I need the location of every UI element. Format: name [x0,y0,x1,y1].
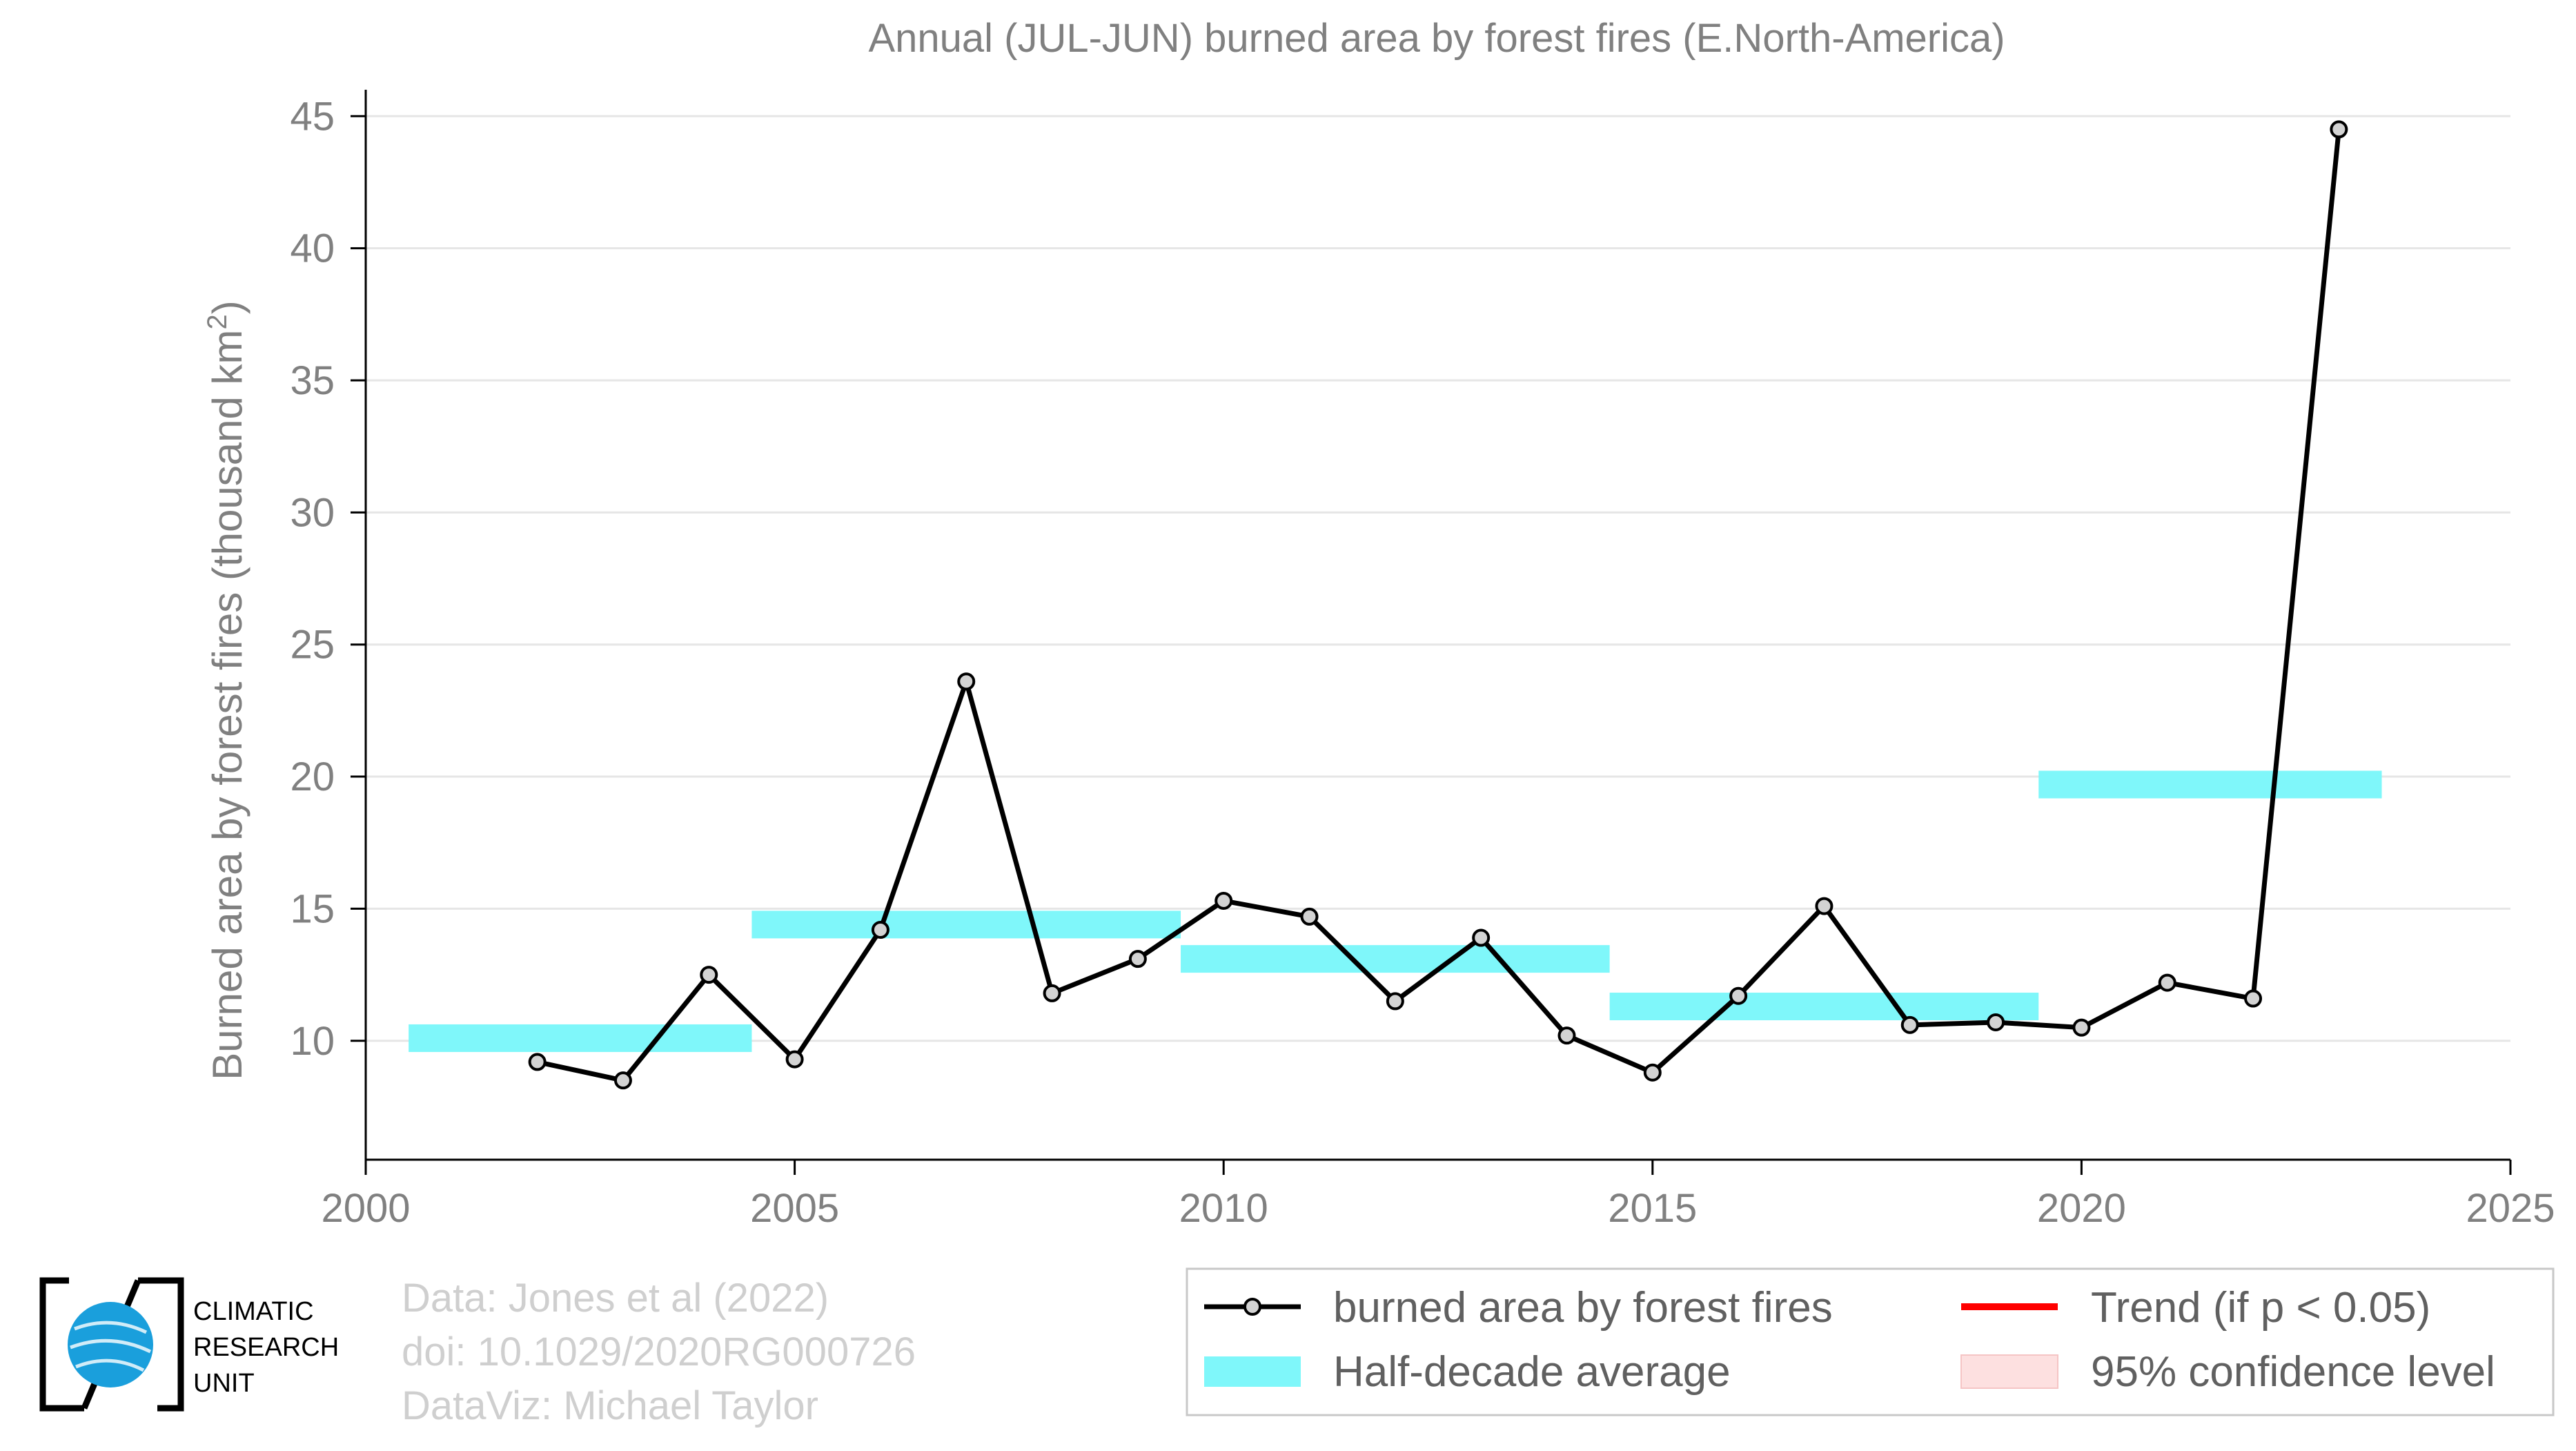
legend: burned area by forest fires Half-decade … [1186,1267,2555,1416]
data-point [1043,984,1061,1002]
data-point [1815,897,1833,915]
gridlines [366,115,2510,1042]
data-point [1900,1015,1919,1034]
cru-logo: CLIMATIC RESEARCH UNIT [39,1277,339,1412]
globe-swirl-icon [70,1321,152,1372]
data-point [2330,120,2348,139]
y-tick-label: 25 [290,623,335,668]
y-tick-label: 30 [290,490,335,535]
data-point [1128,950,1147,968]
x-tick-label: 2005 [750,1186,839,1231]
y-tick-label: 45 [290,94,335,139]
x-tick-label: 2015 [1608,1186,1697,1231]
legend-swatch-half-decade [1204,1356,1301,1387]
x-tick-label: 2020 [2037,1186,2126,1231]
data-point [1729,986,1748,1005]
y-axis-label: Burned area by forest fires (thousand km… [202,300,250,1080]
y-tick-label: 15 [290,886,335,931]
x-tick-label: 2000 [321,1186,410,1231]
legend-label-half-decade: Half-decade average [1333,1348,1731,1396]
data-point [1300,907,1319,926]
cru-line-1: CLIMATIC [193,1297,314,1326]
data-point [2244,989,2263,1008]
credit-doi: doi: 10.1029/2020RG000726 [402,1330,916,1374]
data-point [1557,1026,1576,1045]
half-decade-band [2038,770,2382,799]
data-point [871,921,889,939]
data-point [2072,1018,2091,1037]
data-point [613,1071,632,1090]
half-decade-band [751,910,1181,939]
credit-data: Data: Jones et al (2022) [402,1276,829,1321]
y-axis-label-superscript: 2 [202,314,233,329]
cru-line-3: UNIT [193,1369,255,1398]
data-point [785,1050,804,1069]
legend-marker-burned-area [1243,1298,1261,1316]
legend-swatch-confidence [1960,1354,2058,1389]
x-tick-label: 2025 [2466,1186,2555,1231]
half-decade-average-bands [409,770,2382,1052]
cru-line-2: RESEARCH [193,1333,339,1362]
x-tick-label: 2010 [1179,1186,1268,1231]
data-point [1987,1013,2005,1031]
y-tick-label: 10 [290,1019,335,1064]
data-point [528,1053,547,1071]
y-axis-label-close: ) [204,300,250,314]
y-tick-label: 40 [290,226,335,271]
y-axis-label-main: Burned area by forest fires (thousand km [204,330,250,1080]
y-tick-label: 20 [290,754,335,799]
data-point [957,672,976,691]
data-point [700,966,718,984]
legend-label-burned-area: burned area by forest fires [1333,1284,1833,1332]
chart-title: Annual (JUL-JUN) burned area by forest f… [868,16,2005,61]
data-point [1643,1063,1662,1082]
axes [351,90,2512,1175]
credit-dataviz: DataViz: Michael Taylor [402,1383,818,1428]
y-tick-label: 35 [290,358,335,403]
data-point [2158,973,2176,992]
series-line [536,129,2341,1083]
legend-label-confidence: 95% confidence level [2091,1348,2495,1396]
half-decade-band [1609,993,2039,1021]
legend-box [1186,1267,2555,1416]
data-point [1472,928,1491,947]
series-burned-area [528,120,2348,1090]
data-point [1215,891,1233,910]
half-decade-band [409,1024,752,1052]
half-decade-band [1181,945,1610,973]
data-point [1386,992,1404,1011]
legend-label-trend: Trend (if p < 0.05) [2091,1284,2430,1332]
